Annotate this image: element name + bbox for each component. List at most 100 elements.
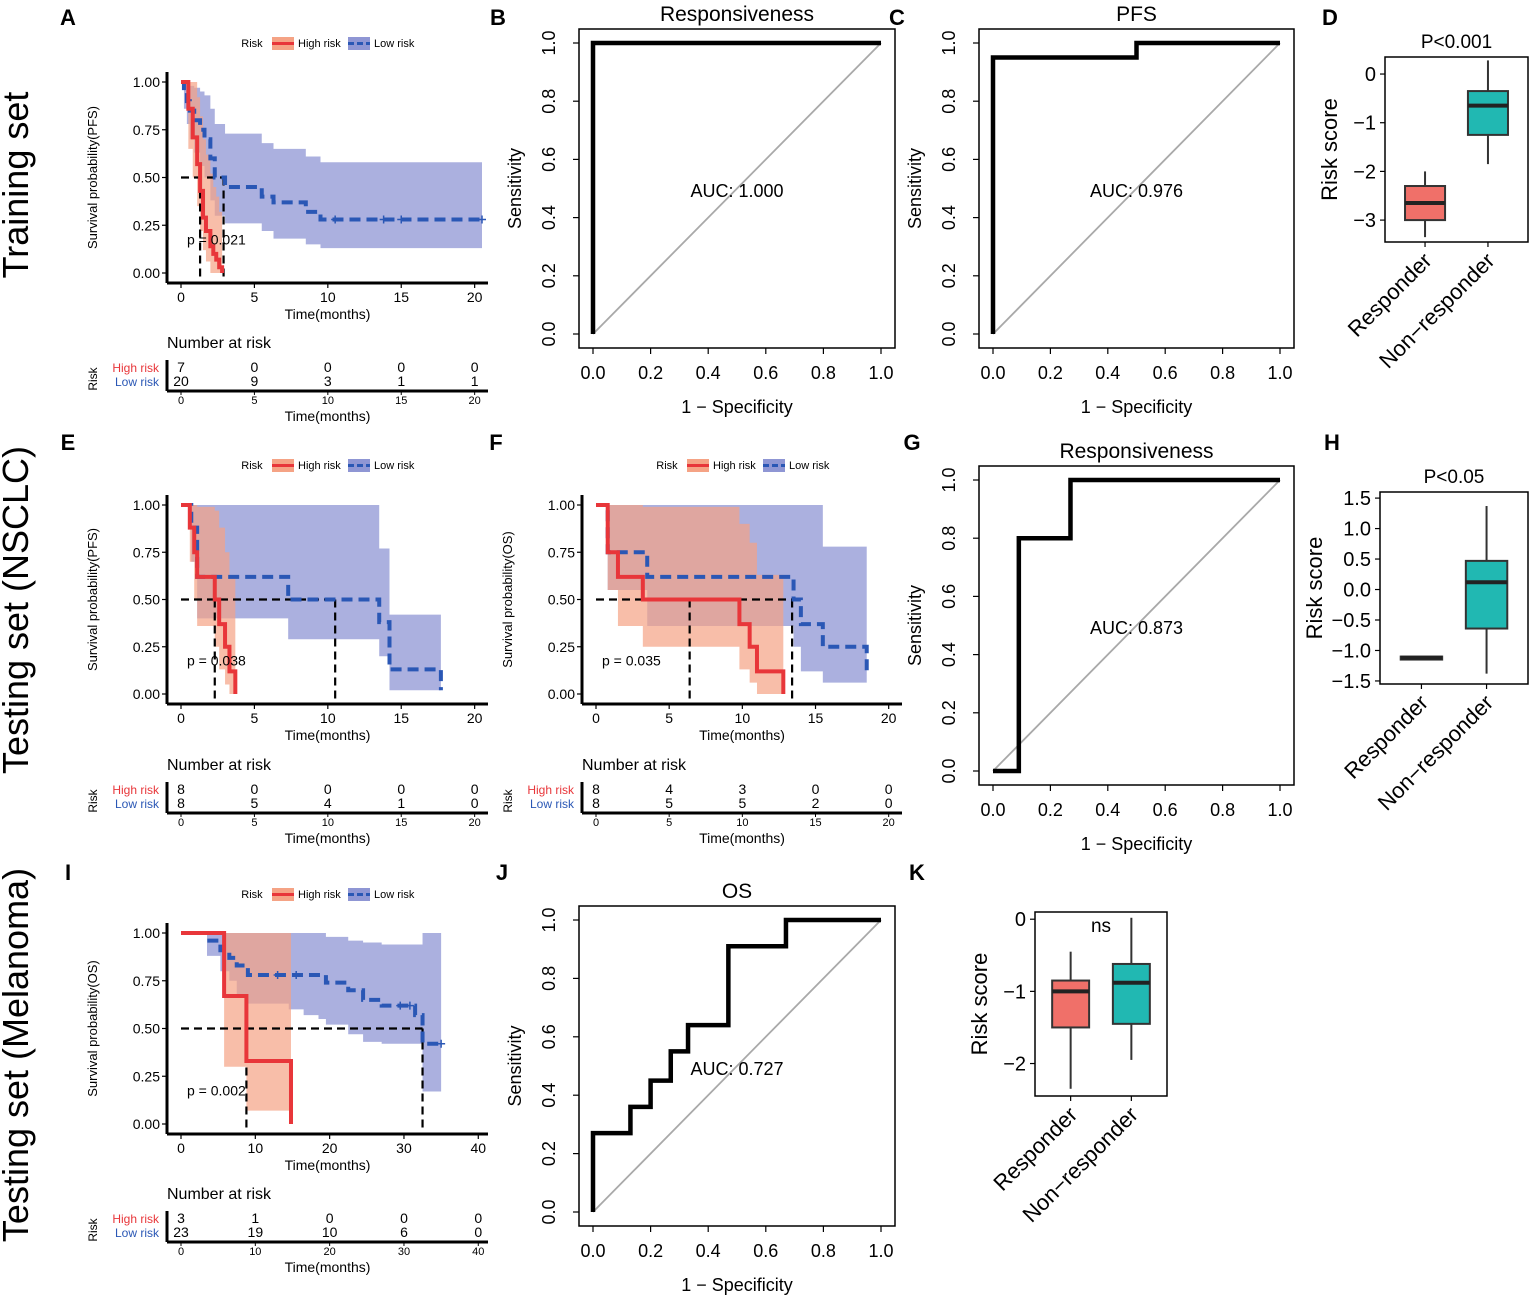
censor-mark xyxy=(379,215,388,224)
y-tick-label: 0.0 xyxy=(1343,580,1371,602)
y-tick-label: −2 xyxy=(1003,1054,1026,1076)
risk-table-low-count: 1 xyxy=(471,373,479,389)
y-tick-label: 0.6 xyxy=(939,584,959,609)
risk-table-x-label: Time(months) xyxy=(285,830,371,846)
y-axis-label: Survival probability(OS) xyxy=(500,531,515,668)
risk-table-high-label: High risk xyxy=(112,783,160,797)
risk-table-group-label: Risk xyxy=(86,788,100,812)
row-label: Testing set (NSCLC) xyxy=(0,446,36,774)
risk-table-low-count: 9 xyxy=(251,373,259,389)
legend-low-label: Low risk xyxy=(374,460,415,472)
high-risk-curve xyxy=(181,80,225,273)
y-tick-label: 1.00 xyxy=(133,497,160,513)
risk-table-high-count: 4 xyxy=(665,781,673,797)
x-tick-label: 10 xyxy=(248,1140,264,1156)
diagonal-reference xyxy=(592,42,882,335)
risk-table-x-label: Time(months) xyxy=(285,408,371,424)
x-tick-label: 30 xyxy=(396,1140,412,1156)
significance-label: P<0.001 xyxy=(1421,32,1492,53)
y-tick-label: 0.00 xyxy=(133,1116,160,1132)
legend-low-label: Low risk xyxy=(789,460,830,472)
risk-table-high-count: 0 xyxy=(471,359,479,375)
y-tick-label: −1.5 xyxy=(1332,671,1371,693)
risk-table-title: Number at risk xyxy=(582,757,687,774)
y-tick-label: 0.0 xyxy=(939,321,959,346)
risk-table-tick-label: 10 xyxy=(736,817,748,829)
y-tick-label: 0.75 xyxy=(133,973,160,989)
y-tick-label: 0.6 xyxy=(539,147,559,172)
risk-table-high-label: High risk xyxy=(112,1212,160,1226)
x-tick-label: 0.2 xyxy=(1038,800,1063,820)
legend-title: Risk xyxy=(656,460,678,472)
legend-low-label: Low risk xyxy=(374,889,415,901)
chart-title: PFS xyxy=(1116,3,1157,26)
panel-letter: B xyxy=(490,5,506,30)
y-tick-label: 0.8 xyxy=(939,526,959,551)
y-tick-label: 0.50 xyxy=(133,1021,160,1037)
risk-table-low-count: 6 xyxy=(400,1224,408,1240)
y-axis-label: Sensitivity xyxy=(905,585,925,666)
legend-high-label: High risk xyxy=(713,460,756,472)
x-tick-label: 0.0 xyxy=(980,363,1005,383)
risk-table-tick-label: 10 xyxy=(249,1246,261,1258)
risk-table-title: Number at risk xyxy=(167,757,272,774)
y-tick-label: 0.75 xyxy=(133,122,160,138)
x-tick-label: 0.6 xyxy=(1153,363,1178,383)
risk-table-high-count: 8 xyxy=(177,781,185,797)
x-tick-label: 20 xyxy=(467,710,483,726)
auc-label: AUC: 1.000 xyxy=(690,181,783,201)
x-axis-label: Time(months) xyxy=(285,1157,371,1173)
risk-table-low-count: 0 xyxy=(885,795,893,811)
low-risk-ci-band xyxy=(181,82,482,249)
x-tick-label: 0.2 xyxy=(1038,363,1063,383)
y-tick-label: 0.6 xyxy=(939,147,959,172)
risk-table-high-count: 0 xyxy=(397,781,405,797)
y-tick-label: 0.25 xyxy=(133,217,160,233)
x-tick-label: 10 xyxy=(735,710,751,726)
x-tick-label: 5 xyxy=(665,710,673,726)
x-tick-label: 0.0 xyxy=(980,800,1005,820)
risk-table-low-label: Low risk xyxy=(115,797,160,811)
risk-table-tick-label: 10 xyxy=(322,817,334,829)
category-label: Non−responder xyxy=(1373,690,1498,815)
censor-mark xyxy=(292,971,301,980)
plot-frame xyxy=(578,905,896,1227)
x-tick-label: 0 xyxy=(177,289,185,305)
y-tick-label: 1.0 xyxy=(939,467,959,492)
panel-letter: I xyxy=(65,860,71,885)
x-tick-label: 15 xyxy=(393,289,409,305)
y-tick-label: −1 xyxy=(1353,113,1376,135)
risk-table-high-count: 0 xyxy=(812,781,820,797)
risk-table-tick-label: 20 xyxy=(469,817,481,829)
high-risk-ci-band xyxy=(181,933,291,1111)
x-axis-label: 1 − Specificity xyxy=(1081,834,1193,854)
risk-table-tick-label: 30 xyxy=(398,1246,410,1258)
risk-table-tick-label: 15 xyxy=(395,817,407,829)
x-tick-label: 0.2 xyxy=(638,363,663,383)
risk-table-high-label: High risk xyxy=(527,783,575,797)
roc-panel-c: C 0.0 0.0 0.2 0.2 0.4 0.4 0.6 0.6 0.8 0.8 1.0 1.0 PFS… xyxy=(889,3,1295,417)
y-tick-label: 0.0 xyxy=(539,1199,559,1224)
legend-low-label: Low risk xyxy=(374,38,415,50)
risk-table-high-count: 0 xyxy=(324,359,332,375)
x-tick-label: 0 xyxy=(177,710,185,726)
significance-label: P<0.05 xyxy=(1424,467,1485,488)
risk-table-high-count: 0 xyxy=(471,781,479,797)
risk-table-title: Number at risk xyxy=(167,1186,272,1203)
y-axis-label: Risk score xyxy=(967,953,992,1056)
panel-letter: J xyxy=(496,860,508,885)
box-iqr xyxy=(1464,559,1509,630)
legend-high-label: High risk xyxy=(298,460,341,472)
auc-label: AUC: 0.727 xyxy=(690,1059,783,1079)
x-axis-label: 1 − Specificity xyxy=(681,1275,793,1295)
risk-table-low-count: 4 xyxy=(324,795,332,811)
risk-table-high-count: 0 xyxy=(400,1210,408,1226)
high-risk-curve xyxy=(181,931,293,1124)
risk-table-tick-label: 20 xyxy=(469,395,481,407)
panel-letter: G xyxy=(903,430,920,455)
y-tick-label: 0.4 xyxy=(539,1083,559,1108)
y-tick-label: 0.2 xyxy=(939,700,959,725)
risk-table-high-count: 0 xyxy=(397,359,405,375)
